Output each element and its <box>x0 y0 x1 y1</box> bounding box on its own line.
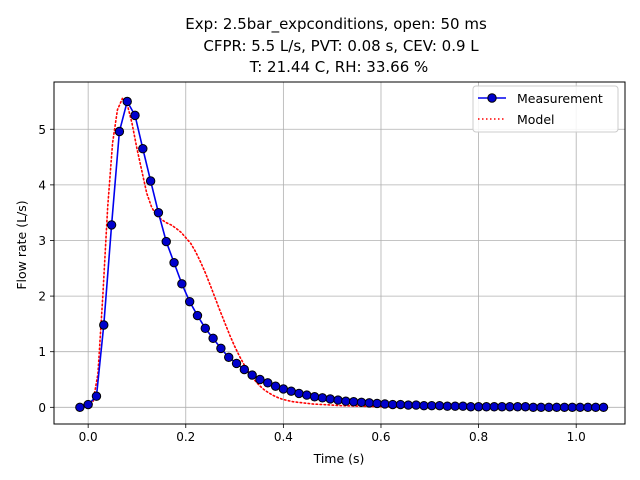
measurement-point <box>91 391 102 401</box>
measurement-point <box>99 320 109 330</box>
measurement-point <box>473 402 484 412</box>
measurement-point <box>208 333 218 344</box>
measurement-point <box>583 402 593 413</box>
y-tick-label: 3 <box>38 234 46 248</box>
measurement-point <box>145 176 156 186</box>
y-axis-label: Flow rate (L/s) <box>14 200 29 289</box>
measurement-point <box>255 374 265 385</box>
x-tick-label: 0.6 <box>371 430 390 444</box>
x-tick-label: 0.4 <box>274 430 293 444</box>
measurement-point <box>247 370 257 380</box>
measurement-point <box>544 402 554 413</box>
measurement-point <box>278 384 289 394</box>
measurement-point <box>411 400 421 410</box>
measurement-point <box>239 364 250 375</box>
legend-measurement-marker <box>487 93 497 103</box>
measurement-point <box>309 392 320 402</box>
measurement-point <box>372 398 382 409</box>
measurement-point <box>567 402 577 413</box>
measurement-point <box>512 402 523 412</box>
x-axis-ticks: 0.0 0.2 0.4 0.6 0.8 1.0 <box>79 424 586 444</box>
measurement-point <box>231 358 242 369</box>
measurement-point <box>356 397 367 408</box>
measurement-point <box>341 396 351 406</box>
measurement-point <box>575 402 585 413</box>
measurement-point <box>169 258 179 268</box>
measurement-point <box>138 144 148 154</box>
x-gridlines <box>87 82 577 424</box>
measurement-point <box>317 393 328 403</box>
x-tick-label: 0.2 <box>176 430 195 444</box>
x-axis-label: Time (s) <box>313 451 365 466</box>
measurement-point <box>364 398 374 408</box>
measurement-point <box>294 388 304 399</box>
measurement-point <box>380 399 390 409</box>
title-line-3: T: 21.44 C, RH: 33.66 % <box>249 58 429 76</box>
x-tick-label: 0.0 <box>79 430 98 444</box>
measurement-point <box>333 395 343 405</box>
measurement-point <box>466 402 476 412</box>
y-tick-label: 0 <box>38 401 46 415</box>
measurement-point <box>177 279 187 289</box>
measurement-point <box>559 402 570 413</box>
measurement-point <box>153 207 164 218</box>
measurement-point <box>224 352 234 362</box>
measurement-point <box>434 400 445 411</box>
measurement-point <box>551 402 562 413</box>
y-tick-label: 4 <box>38 178 46 192</box>
measurement-point <box>536 402 546 413</box>
measurement-point <box>200 323 210 334</box>
x-tick-label: 1.0 <box>567 430 586 444</box>
measurement-point <box>325 394 335 404</box>
measurement-point <box>216 343 226 354</box>
measurement-point <box>122 96 132 107</box>
measurement-point <box>489 402 499 412</box>
measurement-point <box>419 400 429 411</box>
measurement-point <box>497 402 507 412</box>
legend-measurement-label: Measurement <box>517 91 603 106</box>
measurement-point <box>520 402 531 412</box>
measurement-point <box>528 402 538 413</box>
measurement-point <box>388 399 398 410</box>
measurement-point <box>286 386 296 396</box>
measurement-point <box>450 401 460 411</box>
y-tick-label: 2 <box>38 290 46 304</box>
legend: Measurement Model <box>472 85 619 133</box>
legend-model-label: Model <box>517 112 555 127</box>
title-line-2: CFPR: 5.5 L/s, PVT: 0.08 s, CEV: 0.9 L <box>203 37 479 55</box>
x-tick-label: 0.8 <box>469 430 488 444</box>
measurement-point <box>403 400 414 410</box>
measurement-point <box>184 296 195 307</box>
plot-frame <box>53 81 626 425</box>
measurement-point <box>302 390 312 400</box>
measurement-point <box>348 397 359 407</box>
y-tick-label: 1 <box>38 345 46 359</box>
measurement-point <box>442 401 453 411</box>
y-tick-label: 5 <box>38 123 46 137</box>
measurement-point <box>598 402 609 413</box>
measurement-point <box>591 402 601 413</box>
measurement-point <box>75 402 85 413</box>
measurement-point <box>130 110 140 121</box>
measurement-point <box>192 310 203 321</box>
measurement-point <box>481 402 492 412</box>
measurement-point <box>83 399 93 410</box>
measurement-point <box>263 378 273 388</box>
model-line <box>87 97 451 409</box>
measurement-point <box>505 402 515 412</box>
y-axis-ticks: 0 1 2 3 4 5 <box>38 123 54 415</box>
chart-title: Exp: 2.5bar_expconditions, open: 50 ms C… <box>185 15 487 76</box>
measurement-point <box>427 400 437 411</box>
title-line-1: Exp: 2.5bar_expconditions, open: 50 ms <box>185 15 487 34</box>
measurement-point <box>161 236 171 247</box>
measurement-point <box>270 381 281 391</box>
measurement-series <box>75 96 609 413</box>
legend-box <box>472 85 619 133</box>
measurement-point <box>395 399 406 410</box>
measurement-point <box>458 401 468 411</box>
measurement-point <box>106 220 117 230</box>
model-series <box>87 97 451 409</box>
measurement-point <box>114 126 125 137</box>
